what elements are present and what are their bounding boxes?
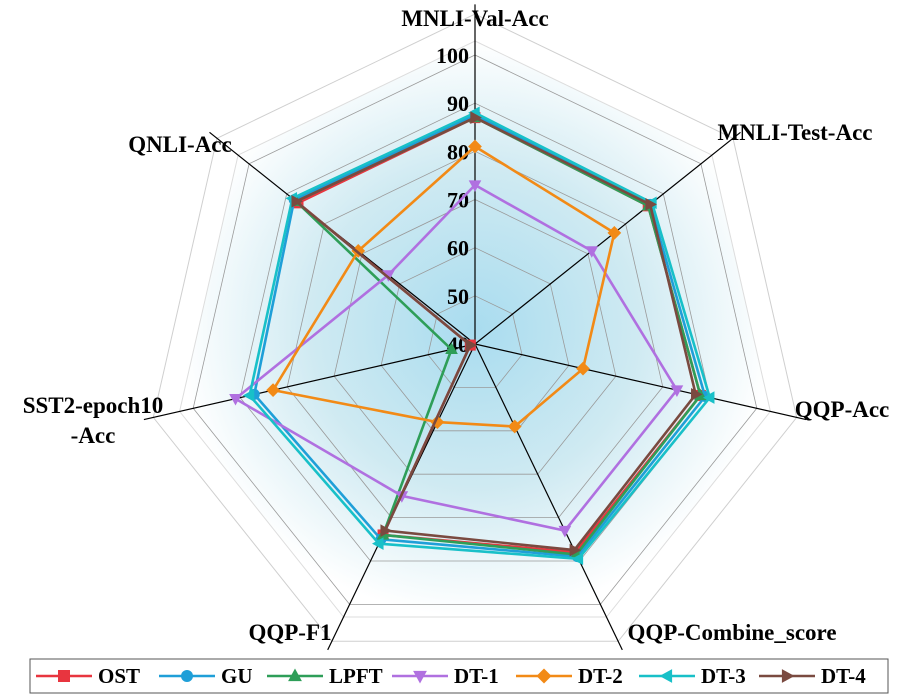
axis-spoke [474,343,807,421]
series-point [371,537,384,550]
grid-ring [192,54,758,605]
axis-spoke [474,343,623,651]
series-point [691,388,703,401]
legend-marker [58,670,70,682]
outer-ring [152,13,798,642]
series-point [291,195,303,208]
legend-item-dt-2: DT-2 [516,664,623,688]
axis-label: QQP-Acc [795,397,890,422]
series-point [576,361,590,376]
legend-marker [781,669,795,683]
series-line [294,116,698,552]
legend-marker [659,669,673,683]
series-point [229,393,242,406]
series-point [571,552,584,566]
series-point [558,525,572,538]
legend-marker [288,668,302,682]
grid-ring [427,295,523,388]
series-dt-3 [242,106,715,566]
axis-label: SST2-epoch10 -Acc [23,393,164,448]
axis-spoke [474,131,741,345]
legend-item-dt-1: DT-1 [392,664,499,688]
legend-label: DT-4 [821,664,866,688]
series-dt-4 [291,111,703,557]
series-point [465,338,478,352]
axis-label: QNLI-Acc [128,132,231,157]
legend-label: DT-3 [701,664,746,688]
legend-item-lpft: LPFT [267,664,383,688]
tick-label: 100 [436,43,469,68]
series-point [380,524,393,537]
axis-label: MNLI-Test-Acc [717,120,872,145]
series-point [468,139,482,154]
series-point [266,383,280,397]
tick-label: 90 [447,91,469,116]
legend-item-dt-3: DT-3 [639,664,746,688]
legend-label: GU [221,664,253,688]
grid-ring [333,199,617,475]
series-point [585,246,599,258]
series-point [670,385,684,397]
legend-item-ost: OST [36,664,140,688]
legend-label: DT-1 [454,664,499,688]
series-point [607,226,622,240]
grid-ring [286,150,664,518]
axis-spoke [143,343,476,421]
legend-item-gu: GU [159,664,253,688]
legend-label: LPFT [329,664,383,688]
radar-labels: MNLI-Val-Acc MNLI-Test-Acc QQP-Acc QQP-Comb… [23,6,890,645]
series-point [470,111,482,124]
radar-series [229,106,715,566]
legend-label: OST [98,664,140,688]
series-point [507,419,522,434]
legend-label: DT-2 [578,664,623,688]
tick-label: 70 [447,188,469,213]
series-line [271,145,616,428]
series-point [645,198,657,211]
series-line [248,111,712,561]
axis-label: QQP-Combine_score [627,620,836,645]
series-line [253,113,707,558]
legend: OST GU LPFT DT-1 DT-2 DT-3 DT-4 [29,658,889,694]
axis-label: MNLI-Val-Acc [401,6,548,31]
series-point [569,543,582,557]
series-point [445,342,458,355]
axis-label: QQP-F1 [248,620,331,645]
tick-label: 50 [447,284,469,309]
legend-item-dt-4: DT-4 [759,664,866,688]
legend-marker [413,670,427,684]
tick-label: 60 [447,236,469,261]
series-point [242,389,255,402]
legend-marker [181,670,193,682]
series-point [468,180,482,192]
grid-ring [239,102,711,562]
legend-marker [536,668,552,684]
series-point [702,391,715,404]
